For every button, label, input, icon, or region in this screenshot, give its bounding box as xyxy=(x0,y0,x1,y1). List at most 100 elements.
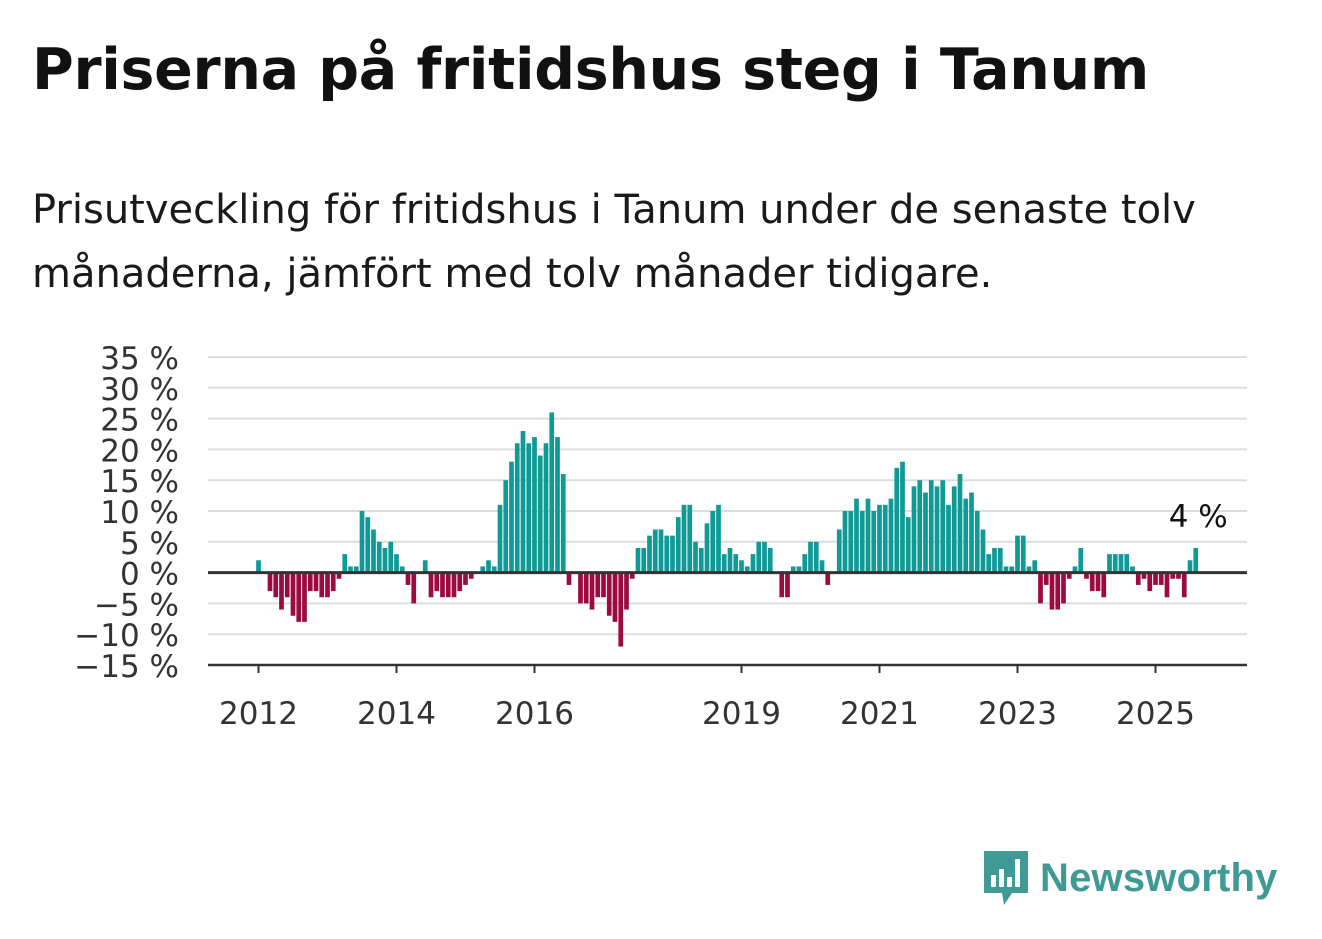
bar xyxy=(348,566,353,573)
bar xyxy=(997,547,1003,573)
bar xyxy=(336,572,342,579)
bar xyxy=(618,572,624,647)
bar xyxy=(710,511,716,573)
bar xyxy=(681,504,687,573)
bar xyxy=(382,547,388,573)
bar xyxy=(319,572,325,598)
bar xyxy=(612,572,618,622)
bar xyxy=(1170,572,1176,579)
bar xyxy=(744,566,750,573)
bar xyxy=(388,541,394,573)
y-tick-label: 15 % xyxy=(100,464,179,500)
y-tick-label: 25 % xyxy=(100,403,179,439)
bar xyxy=(767,547,773,573)
bar xyxy=(526,443,532,573)
bar xyxy=(451,572,457,598)
bar xyxy=(491,566,497,573)
bar xyxy=(819,560,825,573)
bar xyxy=(463,572,468,585)
bar xyxy=(578,572,583,604)
bar xyxy=(560,474,566,573)
bar xyxy=(905,517,911,573)
y-tick-label: −5 % xyxy=(94,587,179,623)
bar xyxy=(670,535,675,573)
bar xyxy=(1193,547,1199,573)
bar xyxy=(440,572,445,598)
bar xyxy=(365,517,371,573)
bar xyxy=(566,572,572,585)
bar xyxy=(992,547,997,573)
bar xyxy=(1003,566,1009,573)
bar xyxy=(1009,566,1015,573)
bar xyxy=(1049,572,1055,610)
bar xyxy=(307,572,313,592)
x-tick-label: 2012 xyxy=(219,696,298,732)
bar xyxy=(693,541,698,573)
bar xyxy=(980,529,986,573)
bar xyxy=(1158,572,1164,585)
bar xyxy=(480,566,486,573)
bar xyxy=(986,554,992,573)
bar xyxy=(514,443,520,573)
bar xyxy=(974,511,980,573)
bar xyxy=(1107,554,1112,573)
y-tick-label: 10 % xyxy=(100,495,179,531)
bar xyxy=(1061,572,1066,604)
bar xyxy=(405,572,411,585)
bar xyxy=(917,480,923,573)
bar xyxy=(923,492,928,573)
bar xyxy=(624,572,629,610)
bar xyxy=(1089,572,1095,592)
bar xyxy=(359,511,365,573)
bar xyxy=(894,467,900,573)
bar xyxy=(1130,566,1135,573)
bar xyxy=(969,492,974,573)
bar xyxy=(1181,572,1187,598)
y-tick-label: 35 % xyxy=(100,341,179,377)
bar xyxy=(1084,572,1089,579)
y-axis-labels: 35 %30 %25 %20 %15 %10 %5 %0 %−5 %−10 %−… xyxy=(74,341,179,685)
bar xyxy=(595,572,601,598)
bar xyxy=(675,517,681,573)
bar xyxy=(928,480,934,573)
bar xyxy=(1020,535,1026,573)
bar xyxy=(790,566,796,573)
bar xyxy=(911,486,917,573)
bar xyxy=(1187,560,1193,573)
y-tick-label: 5 % xyxy=(120,526,179,562)
bar xyxy=(664,535,670,573)
bar xyxy=(963,498,969,573)
bar xyxy=(1141,572,1147,579)
x-tick-label: 2014 xyxy=(357,696,436,732)
bar xyxy=(1124,554,1130,573)
bar xyxy=(750,554,756,573)
bar xyxy=(532,437,537,573)
bar xyxy=(313,572,319,592)
bar xyxy=(325,572,330,598)
chart-subtitle: Prisutveckling för fritidshus i Tanum un… xyxy=(32,187,1196,297)
bar xyxy=(520,430,526,573)
bar xyxy=(537,455,543,573)
bar xyxy=(457,572,463,592)
bar xyxy=(543,443,549,573)
bar xyxy=(1066,572,1072,579)
bar xyxy=(279,572,284,610)
bar xyxy=(394,554,399,573)
bar xyxy=(813,541,819,573)
bar xyxy=(739,560,744,573)
bar xyxy=(865,498,871,573)
bar xyxy=(296,572,302,622)
bar xyxy=(704,523,710,573)
bar xyxy=(1078,547,1084,573)
bar xyxy=(900,461,905,573)
bar xyxy=(1015,535,1020,573)
bar xyxy=(486,560,491,573)
bar xyxy=(647,535,652,573)
bar xyxy=(468,572,474,579)
bar xyxy=(342,554,348,573)
bar xyxy=(1101,572,1107,598)
y-tick-label: −10 % xyxy=(74,618,179,654)
annotations: 4 % xyxy=(1169,499,1228,535)
bar xyxy=(848,511,854,573)
